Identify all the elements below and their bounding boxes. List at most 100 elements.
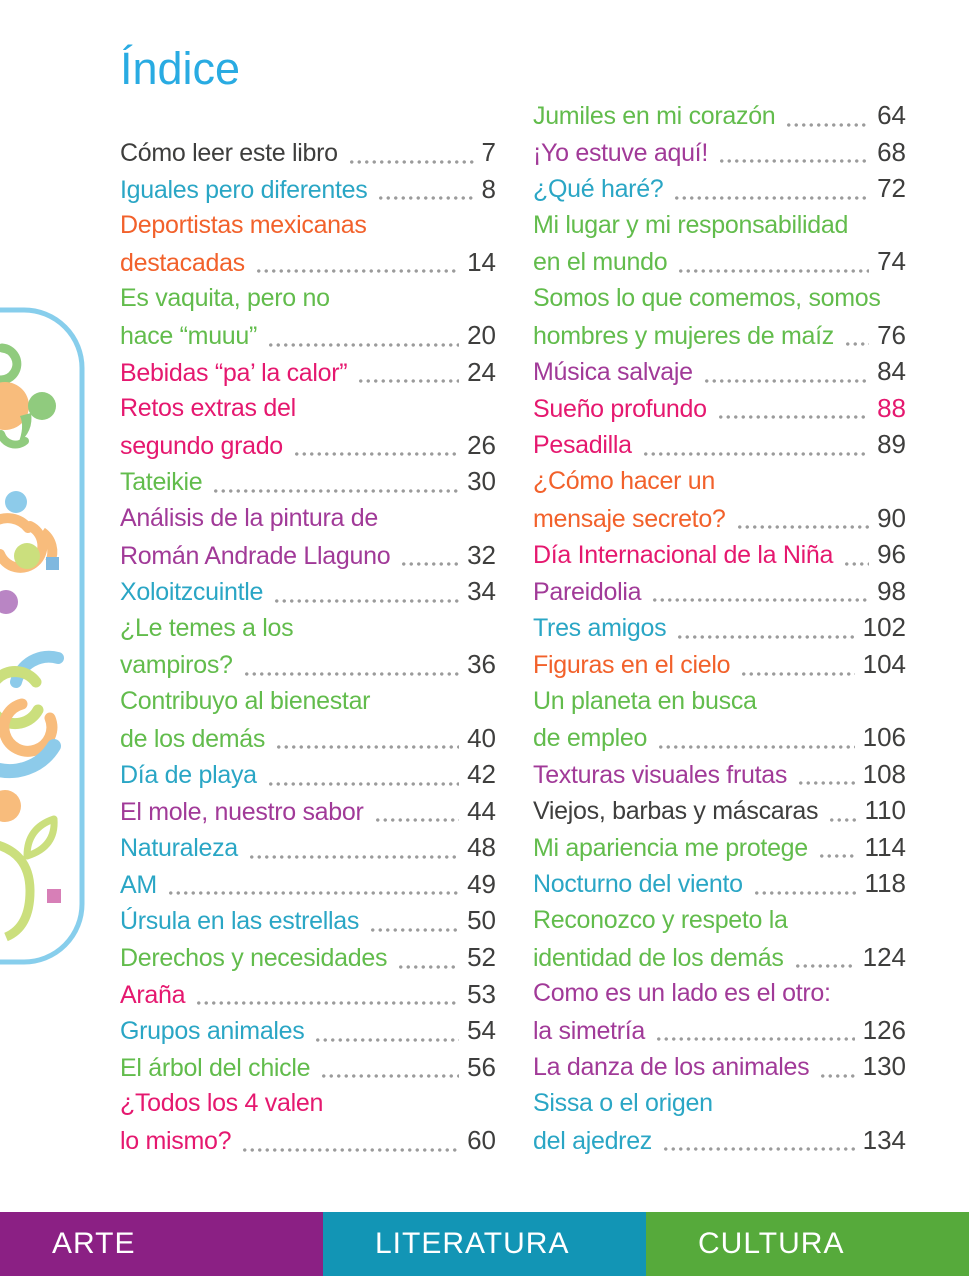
toc-entry-title: del ajedrez [533, 1126, 653, 1155]
toc-entry-title: Música salvaje [533, 358, 693, 387]
page-number: 14 [467, 246, 496, 277]
toc-entry-line: Naturaleza 48 [120, 829, 496, 866]
toc-entry: Tateikie 30 [120, 463, 496, 500]
pink-square-shape [47, 889, 61, 903]
dotted-leader [817, 854, 857, 859]
toc-entry-line: El árbol del chicle 56 [120, 1049, 496, 1086]
toc-entry-line: Jumiles en mi corazón 64 [533, 97, 906, 134]
purple-dot-shape [0, 590, 18, 614]
toc-entry-line: Grupos animales 54 [120, 1012, 496, 1049]
toc-entry-line: Retos extras del [120, 390, 496, 427]
footer-tab-label: CULTURA [698, 1227, 845, 1260]
toc-entry-title: ¿Cómo hacer un [533, 466, 715, 495]
toc-entry: Cómo leer este libro 7 [120, 134, 496, 171]
rounded-border-outline [0, 307, 85, 965]
toc-entry-title: ¿Todos los 4 valen [120, 1089, 324, 1118]
page-number: 88 [877, 392, 906, 423]
toc-entry: Nocturno del viento 118 [533, 865, 906, 902]
toc-entry-title: Como es un lado es el otro: [533, 979, 831, 1008]
toc-entry-line: Nocturno del viento 118 [533, 865, 906, 902]
toc-entry: ¿Todos los 4 valen lo mismo? 60 [120, 1085, 496, 1158]
dotted-leader [267, 342, 460, 347]
toc-entry-title: destacadas [120, 248, 245, 277]
dotted-leader [657, 744, 855, 749]
toc-entry: El árbol del chicle 56 [120, 1049, 496, 1086]
toc-entry: Jumiles en mi corazón 64 [533, 97, 906, 134]
page-number: 134 [862, 1124, 906, 1155]
page-number: 56 [467, 1051, 496, 1082]
toc-entry-line: del ajedrez 134 [533, 1122, 906, 1159]
toc-entry: Texturas visuales frutas 108 [533, 756, 906, 793]
page-number: 30 [467, 466, 496, 497]
toc-entry: El mole, nuestro sabor 44 [120, 793, 496, 830]
footer-tab-literatura: LITERATURA [323, 1212, 646, 1276]
toc-entry-title: Día Internacional de la Niña [533, 541, 834, 570]
toc-entry-title: Jumiles en mi corazón [533, 102, 776, 130]
toc-entry: Día de playa 42 [120, 756, 496, 793]
toc-entry-title: Grupos animales [120, 1017, 305, 1046]
page-number: 24 [467, 356, 496, 387]
toc-entry: Pesadilla 89 [533, 426, 906, 463]
toc-entry: Mi apariencia me protege 114 [533, 829, 906, 866]
toc-entry: La danza de los animales 130 [533, 1048, 906, 1085]
toc-entry: Música salvaje 84 [533, 353, 906, 390]
toc-entry-line: ¿Todos los 4 valen [120, 1085, 496, 1122]
toc-entry-title: Texturas visuales frutas [533, 760, 788, 789]
toc-entry-title: de los demás [120, 724, 266, 753]
toc-entry-title: Análisis de la pintura de [120, 503, 378, 532]
toc-entry-title: mensaje secreto? [533, 504, 726, 533]
toc-entry: Araña 53 [120, 976, 496, 1013]
toc-entry-line: Pesadilla 89 [533, 426, 906, 463]
toc-entry: Contribuyo al bienestar de los demás 40 [120, 683, 496, 756]
toc-entry-line: Mi lugar y mi responsabilidad [533, 207, 906, 244]
green-leaf-shape [23, 815, 58, 860]
dotted-leader [275, 745, 460, 750]
dotted-leader [752, 891, 857, 896]
toc-entry-line: AM 49 [120, 866, 496, 903]
decorative-doodle-border-graphic [0, 307, 85, 965]
dotted-leader [676, 634, 855, 639]
toc-entry: Análisis de la pintura de Román Andrade L… [120, 500, 496, 573]
toc-entry-title: Retos extras del [120, 394, 296, 423]
page-number: 54 [467, 1015, 496, 1046]
dotted-leader [273, 598, 460, 603]
dotted-leader [242, 671, 460, 676]
toc-entry-title: Somos lo que comemos, somos [533, 283, 881, 312]
page-number: 53 [467, 978, 496, 1009]
dotted-leader [662, 1147, 855, 1152]
page-number: 96 [877, 539, 906, 570]
dotted-leader [785, 122, 870, 127]
toc-entry-title: hombres y mujeres de maíz [533, 321, 834, 350]
toc-entry: Derechos y necesidades 52 [120, 939, 496, 976]
toc-entry-line: lo mismo? 60 [120, 1122, 496, 1159]
dotted-leader [377, 196, 474, 201]
blue-arc-lower [0, 739, 61, 779]
toc-entry: Día Internacional de la Niña 96 [533, 536, 906, 573]
dotted-leader [677, 268, 870, 273]
page-number: 89 [877, 429, 906, 460]
toc-entry-title: Sueño profundo [533, 394, 707, 423]
toc-entry: Grupos animales 54 [120, 1012, 496, 1049]
page-number: 7 [481, 137, 496, 167]
toc-entry-line: Contribuyo al bienestar [120, 683, 496, 720]
dotted-leader [717, 159, 870, 164]
page-number: 76 [877, 319, 906, 350]
green-comma-shape [28, 392, 56, 420]
toc-entry-line: Pareidolia 98 [533, 573, 906, 610]
toc-entry-line: Úrsula en las estrellas 50 [120, 902, 496, 939]
toc-entry: Tres amigos 102 [533, 609, 906, 646]
toc-entry-line: Sueño profundo 88 [533, 390, 906, 427]
toc-entry-line: Bebidas “pa’ la calor” 24 [120, 354, 496, 391]
toc-entry-title: Cómo leer este libro [120, 139, 338, 167]
page-number: 64 [877, 100, 906, 130]
dotted-leader [397, 964, 460, 969]
yellow-green-dot-shape [14, 543, 40, 569]
toc-entry-line: Día de playa 42 [120, 756, 496, 793]
toc-entry-title: ¡Yo estuve aquí! [533, 138, 708, 167]
toc-entry-title: Tateikie [120, 468, 203, 497]
dotted-leader [195, 1001, 460, 1006]
footer-tab-cultura: CULTURA [646, 1212, 969, 1276]
page-number: 20 [467, 319, 496, 350]
green-curl-shape [0, 343, 22, 385]
toc-entry-title: Nocturno del viento [533, 870, 743, 899]
